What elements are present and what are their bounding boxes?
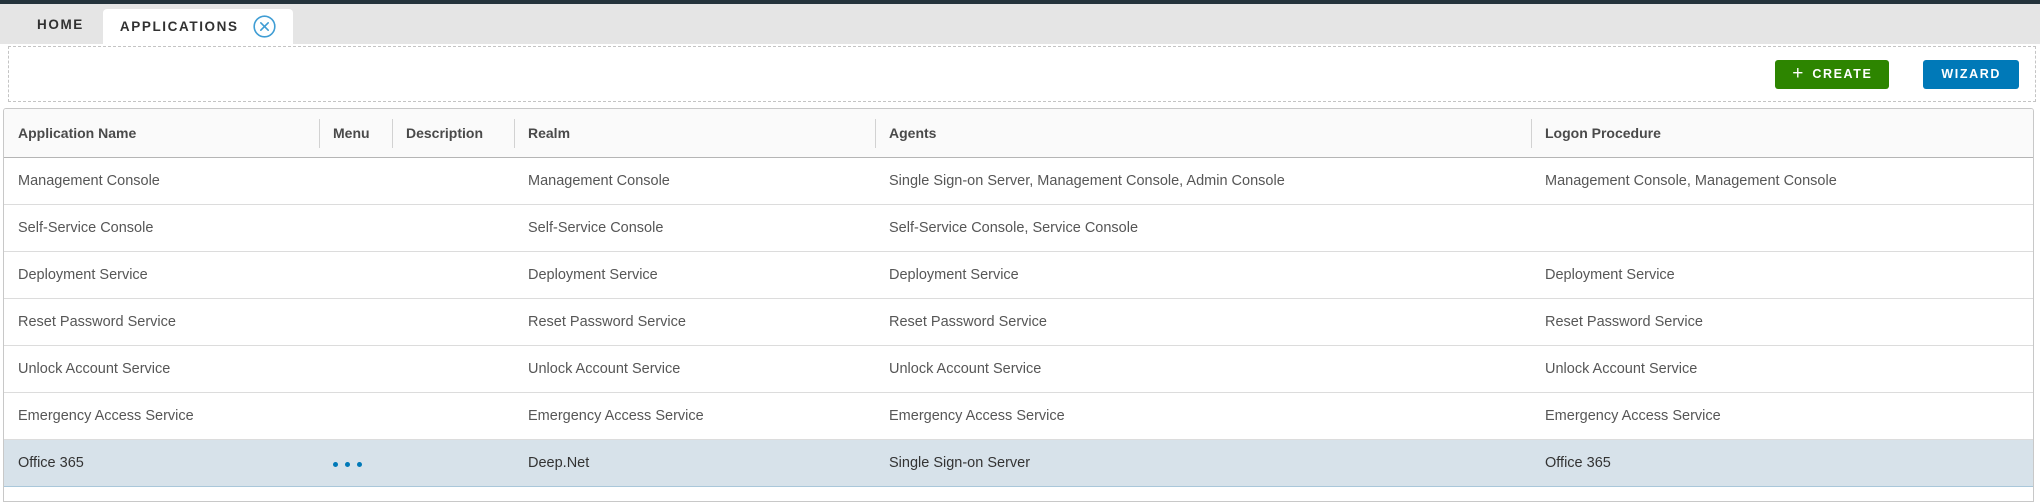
cell-application-name: Deployment Service [18,267,148,283]
table-row[interactable]: Unlock Account Service Unlock Account Se… [4,346,2033,393]
cell-menu [319,455,392,471]
cell-realm: Reset Password Service [528,314,686,330]
tab-applications-label: APPLICATIONS [119,19,239,34]
row-menu-ellipsis-icon[interactable] [333,462,362,467]
cell-agents: Single Sign-on Server [889,455,1031,471]
cell-logon-procedure: Deployment Service [1545,267,1675,283]
table-row[interactable]: Office 365 Deep.Net Single Sign-on Serve… [4,440,2033,487]
cell-application-name: Office 365 [18,455,84,471]
table-row[interactable]: Emergency Access Service Emergency Acces… [4,393,2033,440]
table-row[interactable]: Self-Service Console Self-Service Consol… [4,205,2033,252]
close-icon [253,15,276,38]
cell-realm: Deep.Net [528,455,590,471]
wizard-button[interactable]: WIZARD [1923,59,2019,89]
column-header-agents[interactable]: Agents [875,109,1531,157]
cell-realm: Management Console [528,173,670,189]
close-tab-button[interactable] [253,15,276,38]
create-button-label: CREATE [1812,67,1873,81]
column-header-logon-procedure[interactable]: Logon Procedure [1531,109,2033,157]
cell-logon-procedure: Office 365 [1545,455,1611,471]
tab-applications[interactable]: APPLICATIONS [102,9,293,44]
column-header-description[interactable]: Description [392,109,514,157]
cell-logon-procedure: Management Console, Management Console [1545,173,1837,189]
cell-agents: Reset Password Service [889,314,1047,330]
cell-application-name: Unlock Account Service [18,361,171,377]
cell-agents: Deployment Service [889,267,1019,283]
table-row[interactable]: Deployment Service Deployment Service De… [4,252,2033,299]
table-body: Management Console Management Console Si… [4,158,2033,487]
cell-realm: Emergency Access Service [528,408,704,424]
cell-logon-procedure: Unlock Account Service [1545,361,1698,377]
wizard-button-label: WIZARD [1941,67,2001,81]
cell-realm: Self-Service Console [528,220,664,236]
tab-home-label: HOME [37,16,84,32]
column-header-realm[interactable]: Realm [514,109,875,157]
create-button[interactable]: + CREATE [1775,59,1890,89]
table-header-row: Application Name Menu Description Realm … [4,109,2033,158]
cell-agents: Emergency Access Service [889,408,1065,424]
tab-bar: HOME APPLICATIONS [0,4,2040,44]
tab-home[interactable]: HOME [18,4,103,44]
column-header-application-name[interactable]: Application Name [18,125,137,141]
cell-application-name: Self-Service Console [18,220,154,236]
table-row[interactable]: Reset Password Service Reset Password Se… [4,299,2033,346]
column-header-menu[interactable]: Menu [319,109,392,157]
cell-application-name: Reset Password Service [18,314,176,330]
cell-realm: Unlock Account Service [528,361,681,377]
top-strip [0,0,2040,4]
table-row[interactable]: Management Console Management Console Si… [4,158,2033,205]
cell-logon-procedure: Emergency Access Service [1545,408,1721,424]
actions-toolbar: + CREATE WIZARD [8,46,2036,102]
cell-realm: Deployment Service [528,267,658,283]
plus-icon: + [1792,62,1804,84]
cell-agents: Single Sign-on Server, Management Consol… [889,173,1285,189]
cell-agents: Unlock Account Service [889,361,1042,377]
cell-application-name: Management Console [18,173,160,189]
cell-application-name: Emergency Access Service [18,408,194,424]
cell-agents: Self-Service Console, Service Console [889,220,1139,236]
cell-logon-procedure: Reset Password Service [1545,314,1703,330]
applications-table: Application Name Menu Description Realm … [3,108,2034,502]
